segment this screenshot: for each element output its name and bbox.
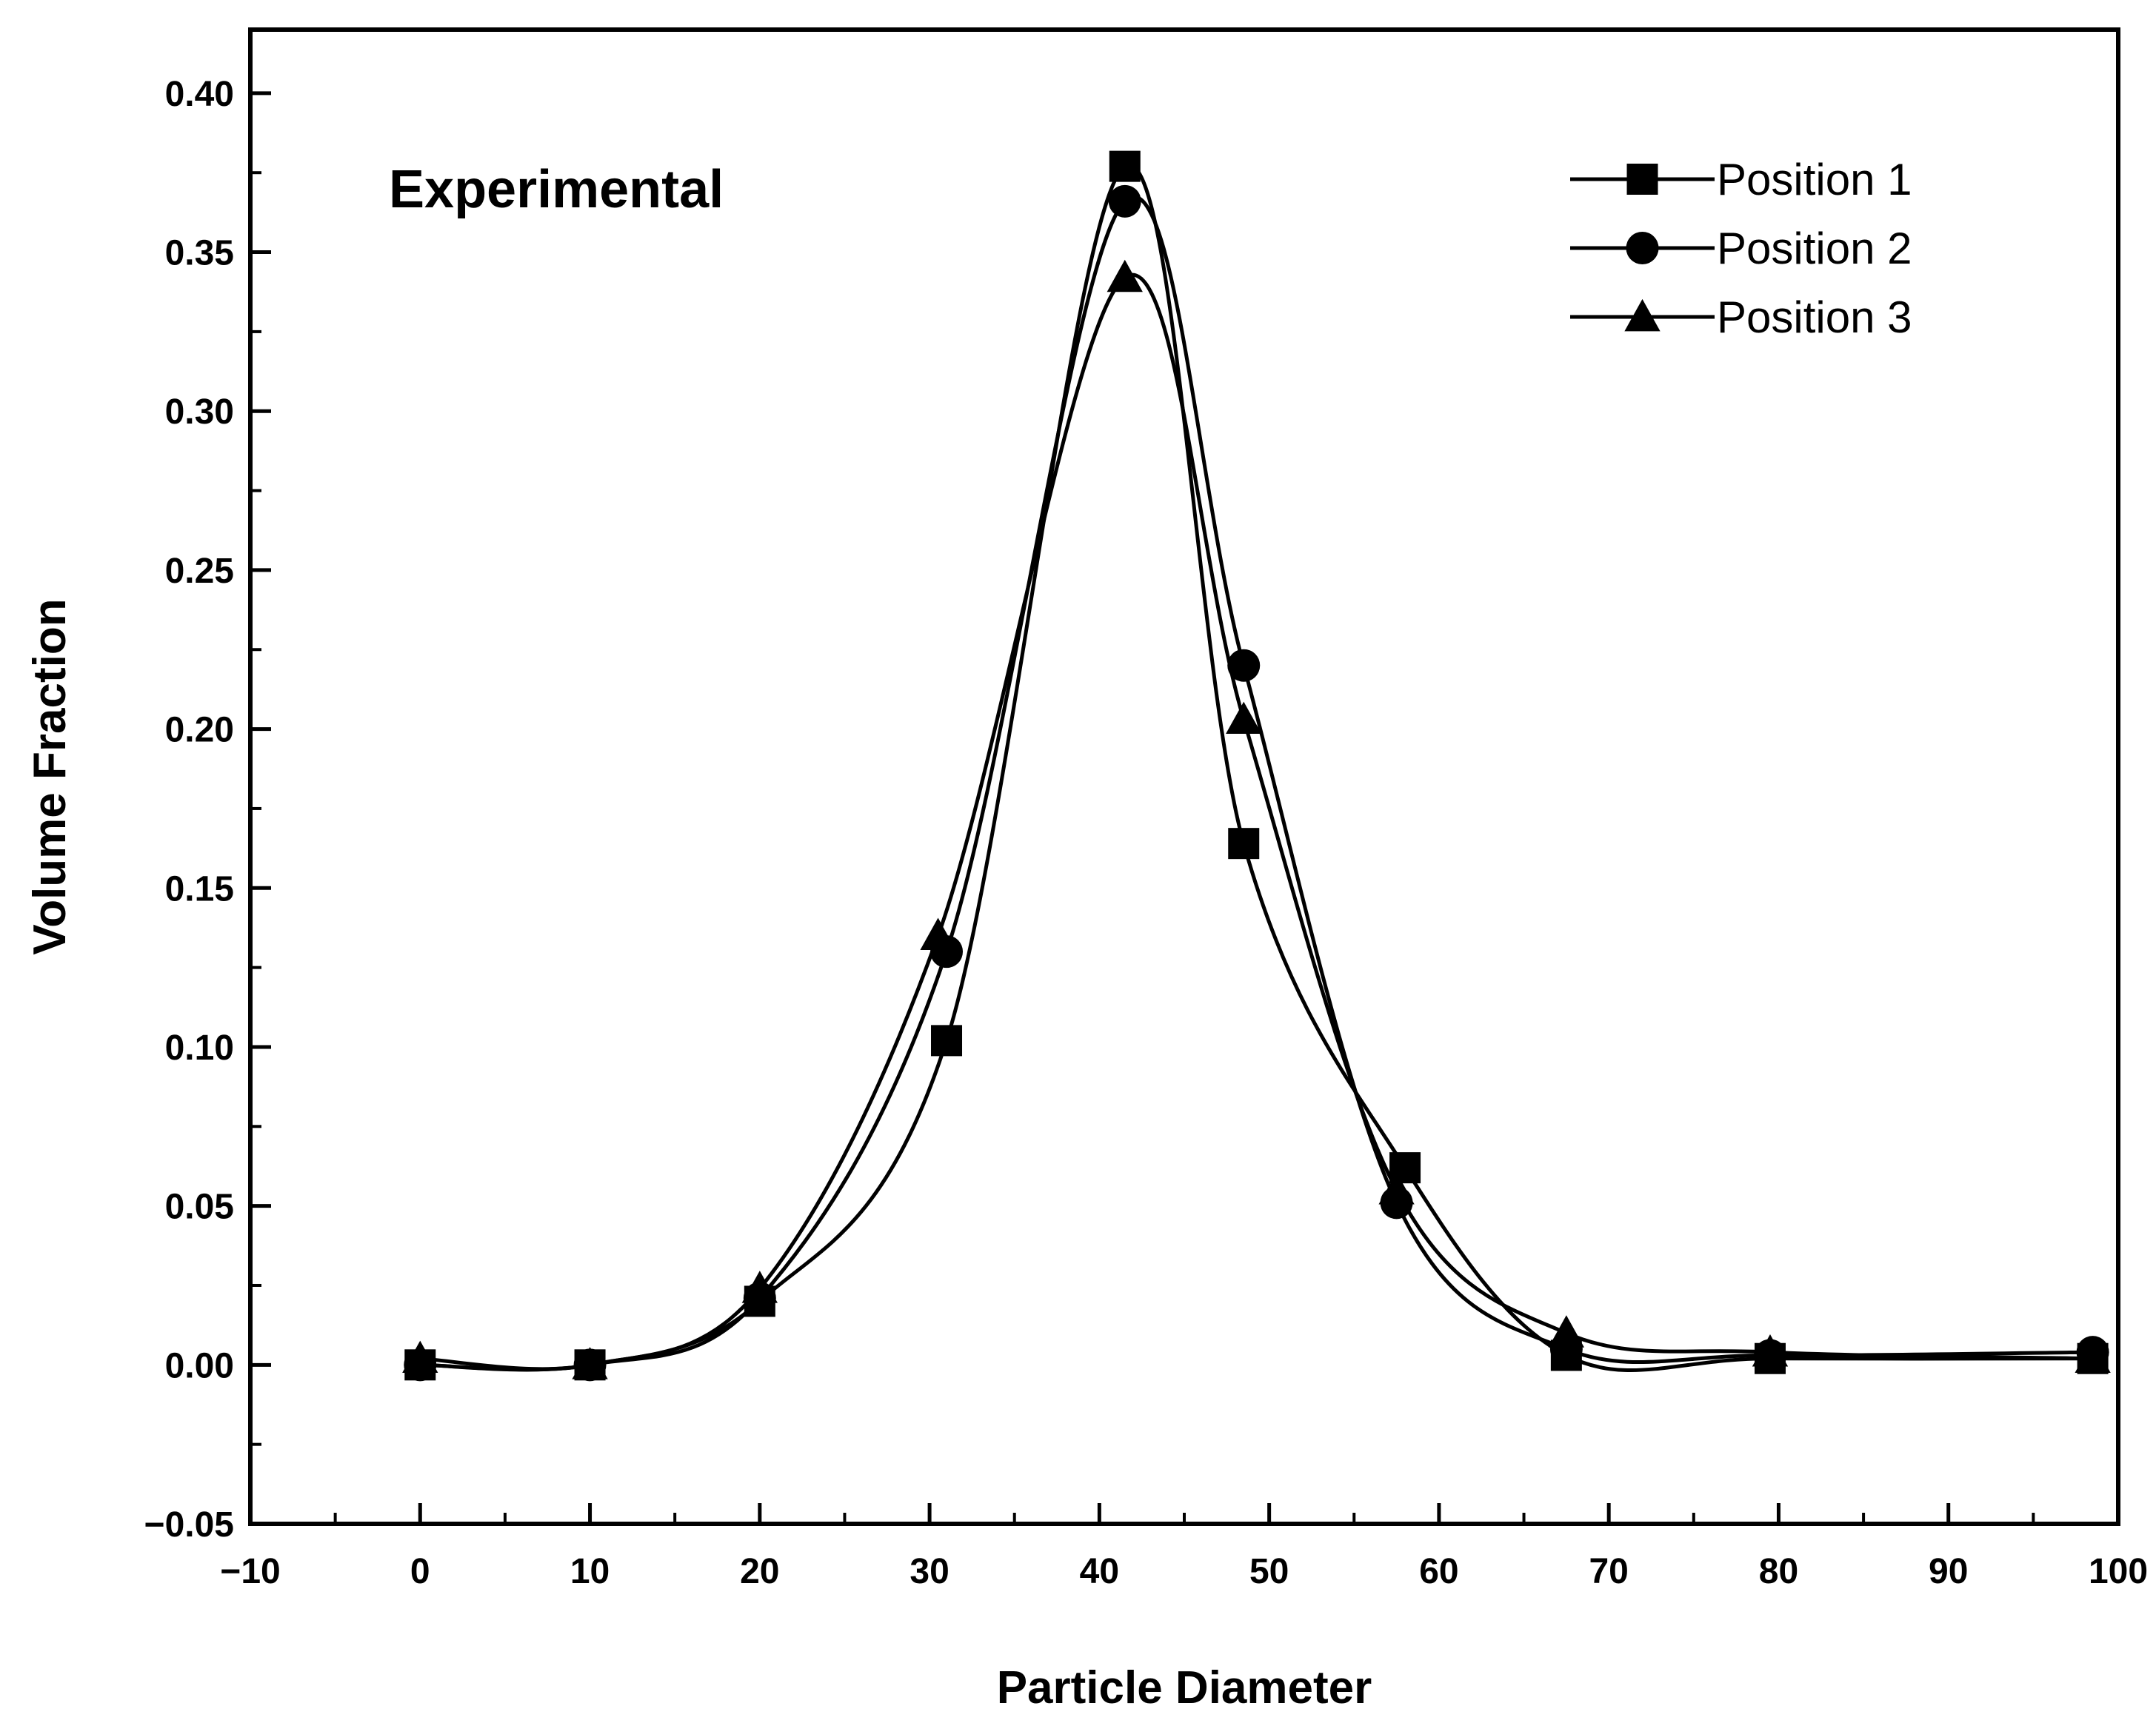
data-point-position-3	[1548, 1315, 1585, 1348]
x-tick-label: 30	[910, 1552, 949, 1591]
legend-marker-position-3	[1624, 298, 1661, 332]
x-tick-label: 10	[570, 1552, 610, 1591]
data-point-position-3	[572, 1347, 608, 1379]
series-line-position-3	[420, 273, 2093, 1371]
data-point-position-3	[1378, 1172, 1415, 1205]
x-tick-label: 0	[410, 1552, 430, 1591]
y-tick-label: 0.05	[165, 1188, 234, 1227]
data-point-position-2	[1108, 184, 1141, 218]
y-tick-label: 0.20	[165, 711, 234, 750]
legend-marker-position-2	[1626, 232, 1659, 264]
legend-label-position-1: Position 1	[1717, 155, 1912, 204]
x-tick-label: 100	[2089, 1552, 2148, 1591]
y-tick-label: 0.00	[165, 1346, 234, 1385]
data-point-position-3	[402, 1340, 438, 1374]
series-line-position-2	[420, 195, 2093, 1372]
data-point-position-1	[931, 1025, 963, 1057]
legend-marker-position-1	[1626, 164, 1658, 195]
y-axis-title: Volume Fraction	[24, 598, 76, 954]
x-axis-title: Particle Diameter	[997, 1662, 1372, 1713]
y-tick-label: 0.15	[165, 869, 234, 909]
y-axis: −0.05 0.00 0.05 0.10 0.15 0.20 0.25 0.30 0.35 0.4…	[144, 75, 271, 1545]
series-layer	[420, 163, 2093, 1372]
y-tick-label: 0.10	[165, 1028, 234, 1068]
x-tick-label: 50	[1249, 1552, 1289, 1591]
y-tick-label: 0.25	[165, 552, 234, 591]
x-tick-label: −10	[220, 1552, 280, 1591]
x-tick-label: 70	[1589, 1552, 1628, 1591]
data-point-position-3	[1107, 259, 1143, 292]
x-tick-label: 20	[740, 1552, 779, 1591]
data-point-position-1	[1109, 150, 1141, 182]
legend-label-position-3: Position 3	[1717, 292, 1912, 342]
data-point-position-2	[1227, 649, 1261, 682]
annotation-experimental: Experimental	[389, 160, 724, 219]
y-tick-label: −0.05	[144, 1505, 234, 1545]
data-point-position-3	[741, 1271, 778, 1303]
data-point-position-3	[920, 917, 956, 951]
x-tick-label: 80	[1759, 1552, 1798, 1591]
legend-label-position-2: Position 2	[1717, 224, 1912, 273]
x-tick-label: 60	[1419, 1552, 1458, 1591]
x-tick-label: 40	[1080, 1552, 1119, 1591]
y-tick-label: 0.40	[165, 75, 234, 114]
y-tick-label: 0.30	[165, 392, 234, 432]
legend: Position 1 Position 2 Position 3	[1570, 155, 1912, 342]
x-tick-label: 90	[1929, 1552, 1968, 1591]
data-point-position-3	[1752, 1334, 1789, 1367]
marker-layer	[402, 150, 2111, 1382]
data-point-position-1	[1228, 828, 1260, 860]
y-tick-label: 0.35	[165, 234, 234, 273]
data-point-position-3	[1226, 701, 1262, 735]
data-point-position-3	[2075, 1340, 2111, 1374]
x-axis: −10 0 10 20 30 40 50 60 70 80 90 100	[220, 1503, 2148, 1591]
